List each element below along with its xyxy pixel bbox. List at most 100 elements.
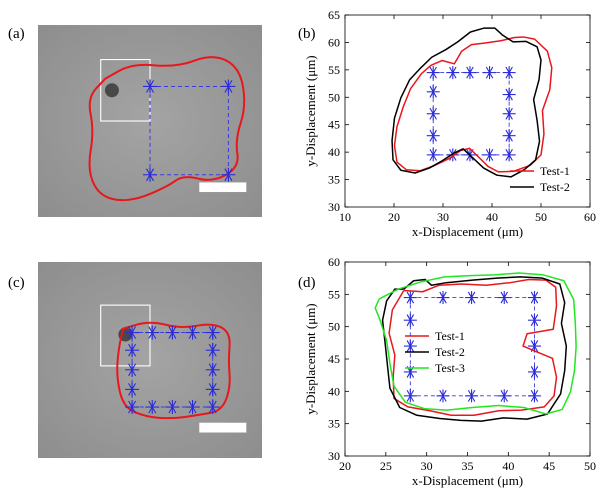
cell-dark-spot — [104, 83, 119, 98]
data-marker-11 — [502, 129, 516, 143]
data-marker-15 — [497, 389, 511, 403]
marker-3 — [185, 325, 200, 340]
data-marker-9 — [502, 88, 516, 102]
y-tick-label: 50 — [328, 320, 340, 334]
panel-label-b: (b) — [298, 26, 316, 42]
x-tick-label: 35 — [462, 459, 474, 473]
series-line-Test-3 — [374, 272, 577, 415]
x-tick-label: 40 — [486, 210, 498, 224]
data-marker-3 — [497, 291, 511, 305]
marker-13 — [145, 400, 160, 415]
data-marker-5 — [426, 85, 440, 99]
marker-12 — [205, 400, 220, 415]
chart-b: 10 20 30 40 50 60 30 35 40 45 50 55 60 65 x-Displaceme… — [303, 8, 596, 239]
y-tick-label: 30 — [328, 449, 340, 463]
series-line-Test-2 — [391, 27, 542, 178]
x-axis-label: x-Displacement (μm) — [412, 473, 523, 488]
marker-2 — [165, 325, 180, 340]
data-marker-0 — [426, 66, 440, 80]
y-tick-label: 40 — [328, 145, 340, 159]
y-axis-label: y-Displacement (μm) — [303, 303, 318, 414]
x-tick-label: 45 — [543, 459, 555, 473]
legend-label-Test-3: Test-3 — [435, 361, 465, 375]
marker-2 — [143, 167, 157, 182]
x-tick-label: 60 — [584, 210, 596, 224]
plot-area — [344, 14, 591, 208]
series-line-Test-2 — [381, 276, 568, 422]
marker-14 — [165, 400, 180, 415]
data-marker-10 — [502, 107, 516, 121]
y-tick-label: 60 — [328, 35, 340, 49]
y-tick-label: 35 — [328, 173, 340, 187]
data-marker-12 — [502, 148, 516, 162]
marker-4 — [205, 325, 220, 340]
x-tick-label: 30 — [421, 459, 433, 473]
data-marker-14 — [465, 389, 479, 403]
data-marker-6 — [403, 339, 417, 353]
legend-label-Test-2: Test-2 — [540, 180, 570, 194]
marker-7 — [125, 382, 140, 397]
micrograph-a — [38, 25, 262, 217]
marker-1 — [145, 325, 160, 340]
data-marker-13 — [436, 389, 450, 403]
data-marker-4 — [502, 66, 516, 80]
marker-0 — [125, 325, 140, 340]
scale-bar — [199, 422, 247, 433]
data-marker-4 — [527, 291, 541, 305]
y-tick-label: 65 — [328, 8, 340, 22]
y-tick-label: 30 — [328, 200, 340, 214]
data-marker-7 — [426, 129, 440, 143]
y-axis-label: y-Displacement (μm) — [303, 55, 318, 166]
panel-label-c: (c) — [8, 275, 25, 291]
data-marker-8 — [403, 389, 417, 403]
data-marker-8 — [426, 148, 440, 162]
x-tick-label: 40 — [502, 459, 514, 473]
marker-11 — [205, 382, 220, 397]
legend-label-Test-1: Test-1 — [540, 164, 570, 178]
marker-10 — [205, 362, 220, 377]
y-tick-label: 40 — [328, 384, 340, 398]
data-marker-2 — [463, 66, 477, 80]
x-tick-label: 25 — [380, 459, 392, 473]
data-marker-11 — [527, 365, 541, 379]
y-tick-label: 35 — [328, 417, 340, 431]
data-marker-1 — [436, 291, 450, 305]
data-marker-5 — [403, 313, 417, 327]
y-tick-label: 50 — [328, 90, 340, 104]
y-tick-label: 45 — [328, 352, 340, 366]
y-tick-label: 45 — [328, 118, 340, 132]
x-tick-label: 20 — [339, 459, 351, 473]
data-marker-13 — [446, 148, 460, 162]
marker-15 — [185, 400, 200, 415]
y-tick-label: 55 — [328, 287, 340, 301]
x-tick-label: 20 — [388, 210, 400, 224]
y-tick-label: 55 — [328, 63, 340, 77]
scale-bar — [199, 182, 247, 193]
plot-area — [344, 261, 591, 457]
panel-label-a: (a) — [8, 26, 25, 42]
micrograph-c — [38, 262, 262, 458]
data-marker-0 — [403, 291, 417, 305]
data-marker-9 — [527, 313, 541, 327]
data-marker-3 — [483, 66, 497, 80]
x-tick-label: 10 — [339, 210, 351, 224]
data-marker-15 — [483, 148, 497, 162]
y-tick-label: 60 — [328, 255, 340, 269]
data-marker-6 — [426, 107, 440, 121]
marker-1 — [221, 79, 236, 94]
marker-9 — [205, 343, 220, 358]
data-marker-1 — [446, 66, 460, 80]
x-tick-label: 30 — [437, 210, 449, 224]
data-marker-2 — [465, 291, 479, 305]
series-line-Test-1 — [393, 36, 553, 173]
marker-8 — [125, 400, 140, 415]
x-tick-label: 50 — [535, 210, 547, 224]
marker-0 — [143, 79, 157, 94]
legend-label-Test-1: Test-1 — [435, 329, 465, 343]
marker-6 — [125, 362, 140, 377]
panel-label-d: (d) — [298, 275, 316, 291]
marker-5 — [125, 343, 140, 358]
x-axis-label: x-Displacement (μm) — [412, 224, 523, 239]
legend-label-Test-2: Test-2 — [435, 345, 465, 359]
